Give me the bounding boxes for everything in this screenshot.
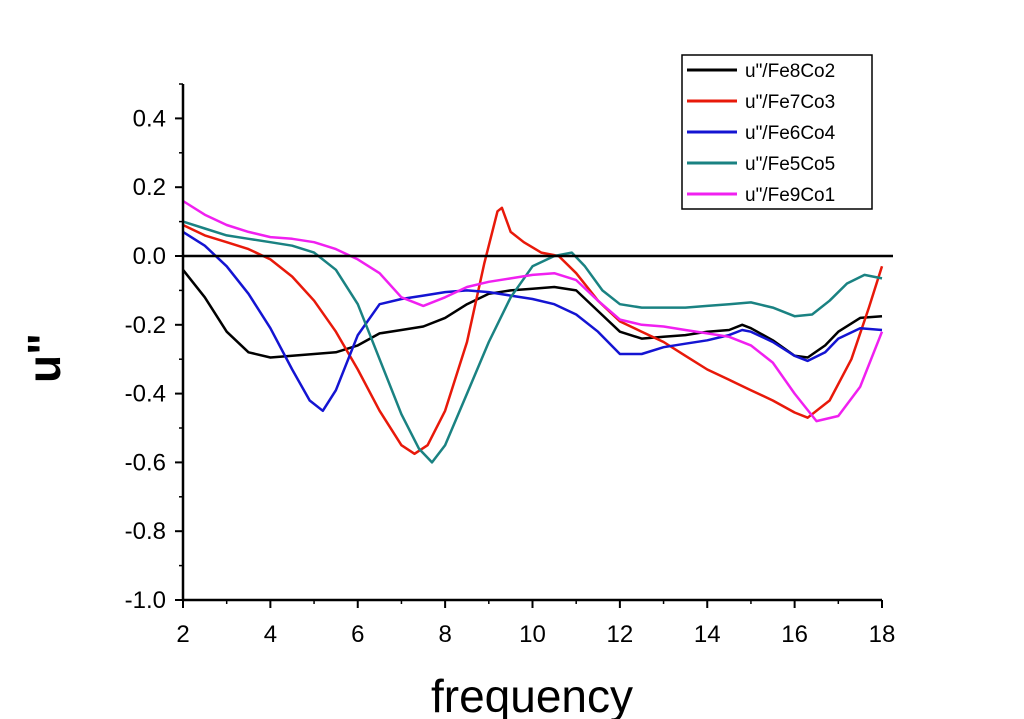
x-tick-label: 8	[438, 621, 451, 648]
legend-label: u"/Fe9Co1	[745, 185, 835, 206]
series-line-5	[182, 199, 884, 423]
series-line-2	[182, 206, 884, 456]
x-axis-title: frequency	[431, 670, 633, 719]
y-tick-label: 0.4	[133, 105, 166, 132]
series-line-4	[182, 220, 883, 464]
y-axis-title: u"	[18, 333, 70, 383]
plot-lines	[182, 199, 884, 464]
y-tick-label: 0.0	[133, 243, 166, 270]
legend: u"/Fe8Co2 u"/Fe7Co3 u"/Fe6Co4 u"/Fe5Co5 u"/F…	[681, 54, 873, 210]
x-tick-label: 18	[869, 621, 896, 648]
x-tick-label: 6	[351, 621, 364, 648]
legend-label: u"/Fe5Co5	[745, 154, 835, 175]
x-tick-label: 16	[781, 621, 808, 648]
x-tick-label: 12	[607, 621, 634, 648]
y-tick-label: -0.4	[125, 381, 166, 408]
legend-label: u"/Fe8Co2	[745, 61, 835, 82]
series-line-3	[182, 230, 883, 413]
x-tick-label: 2	[176, 621, 189, 648]
y-tick-label: -0.8	[125, 518, 166, 545]
x-tick-label: 10	[519, 621, 546, 648]
ticks: 2 4 6 8 10 12 14 16 18 0.4 0.2 0.0 -0.2 -0.4 -0.6 -0.8 -…	[125, 83, 896, 648]
y-tick-label: -0.6	[125, 449, 166, 476]
y-tick-label: -1.0	[125, 587, 166, 614]
legend-label: u"/Fe6Co4	[745, 123, 836, 144]
x-tick-label: 4	[264, 621, 277, 648]
y-tick-label: 0.2	[133, 174, 166, 201]
x-tick-label: 14	[694, 621, 721, 648]
y-tick-label: -0.2	[125, 312, 166, 339]
legend-label: u"/Fe7Co3	[745, 92, 835, 113]
